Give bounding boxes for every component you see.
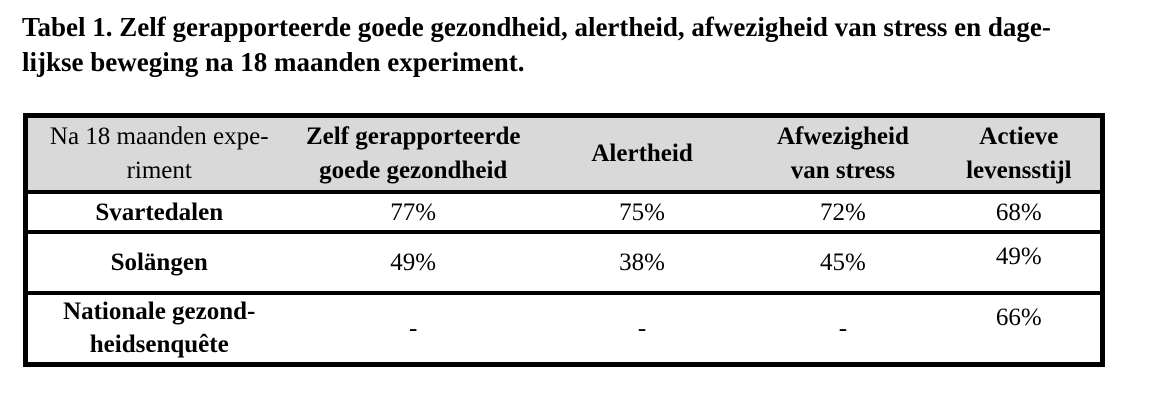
- value-cell: 72%: [820, 198, 866, 226]
- value-cell: 49%: [390, 249, 437, 276]
- column-header-na-18-maanden-experiment: Na 18 maanden expe- riment: [25, 115, 291, 194]
- value-cell: 68%: [995, 198, 1042, 226]
- value-cell: 77%: [390, 198, 437, 226]
- value-cell: 75%: [619, 198, 665, 226]
- table-row-solangen: Solängen 49% 38% 45% 49%: [25, 232, 1103, 293]
- row-label: Nationale gezond- heidsenquête: [63, 298, 256, 359]
- value-cell: 66%: [995, 304, 1042, 331]
- value-cell: -: [838, 314, 848, 342]
- table-row-svartedalen: Svartedalen 77% 75% 72% 68%: [25, 192, 1103, 232]
- column-header-actieve-levensstijl: Actieve levensstijl: [937, 115, 1103, 194]
- row-label: Svartedalen: [95, 198, 224, 226]
- value-cell: 38%: [619, 249, 665, 276]
- row-label: Solängen: [110, 249, 208, 276]
- column-header-afwezigheid-van-stress: Afwezigheid van stress: [748, 115, 938, 194]
- value-cell: -: [409, 314, 418, 342]
- table-row-nationale-gezondheidsenquete: Nationale gezond- heidsenquête - - - 66%: [25, 293, 1103, 364]
- column-header-zelf-gerapporteerde-goede-gezondheid: Zelf gerapporteerde goede gezondheid: [290, 115, 536, 194]
- column-header-alertheid: Alertheid: [535, 115, 749, 194]
- value-cell: -: [637, 314, 647, 342]
- table-caption: Tabel 1. Zelf gerapporteerde goede gezon…: [22, 12, 1051, 77]
- value-cell: 49%: [995, 243, 1042, 270]
- header-row: Na 18 maanden expe- riment Zelf gerappor…: [25, 115, 1103, 194]
- results-table: Na 18 maanden expe- riment Zelf gerappor…: [23, 113, 1105, 367]
- value-cell: 45%: [820, 249, 866, 276]
